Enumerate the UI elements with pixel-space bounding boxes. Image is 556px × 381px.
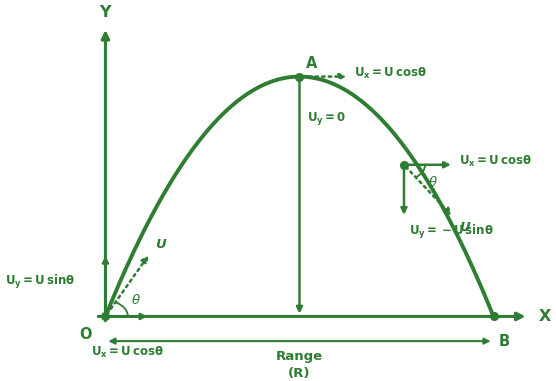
Text: U: U xyxy=(155,238,166,251)
Text: $\mathbf{U_y = -U\,sin\theta}$: $\mathbf{U_y = -U\,sin\theta}$ xyxy=(409,223,494,241)
Text: $\mathbf{U_y = 0}$: $\mathbf{U_y = 0}$ xyxy=(307,110,346,127)
Text: X: X xyxy=(538,309,550,324)
Text: $\mathbf{U_x = U\,cos\theta}$: $\mathbf{U_x = U\,cos\theta}$ xyxy=(92,345,164,360)
Text: $\theta$: $\theta$ xyxy=(131,293,141,307)
Text: A: A xyxy=(305,56,317,71)
Text: $\theta$: $\theta$ xyxy=(428,175,438,189)
Text: (R): (R) xyxy=(288,367,311,379)
Text: $\mathbf{U_x = U\,cos\theta}$: $\mathbf{U_x = U\,cos\theta}$ xyxy=(459,154,532,169)
Text: B: B xyxy=(499,334,510,349)
Text: Range: Range xyxy=(276,350,323,363)
Text: $\mathbf{U_x = U\,cos\theta}$: $\mathbf{U_x = U\,cos\theta}$ xyxy=(354,66,427,81)
Text: U: U xyxy=(459,221,469,234)
Text: $\mathbf{U_y = U\,sin\theta}$: $\mathbf{U_y = U\,sin\theta}$ xyxy=(6,272,76,291)
Text: O: O xyxy=(80,327,92,342)
Text: Y: Y xyxy=(100,5,111,20)
